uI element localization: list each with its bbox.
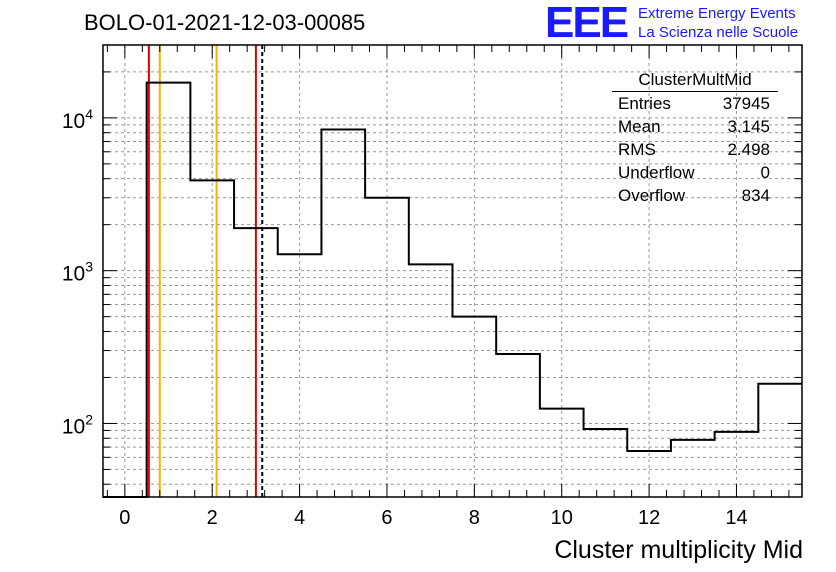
x-tick-label: 14	[725, 507, 747, 529]
stats-value: 37945	[722, 94, 770, 113]
stats-box: ClusterMultMid Entries 37945 Mean 3.145 …	[612, 70, 778, 207]
stats-label: Overflow	[618, 186, 686, 205]
plot-title: BOLO-01-2021-12-03-00085	[84, 10, 366, 35]
stats-row: RMS 2.498	[612, 138, 778, 161]
x-tick-label: 6	[381, 507, 392, 529]
stats-label: RMS	[618, 140, 656, 159]
y-tick-label: 104	[62, 106, 93, 133]
stats-title: ClusterMultMid	[612, 70, 778, 92]
x-axis-label: Cluster multiplicity Mid	[554, 536, 803, 564]
stats-row: Entries 37945	[612, 92, 778, 115]
histogram-outline	[103, 81, 802, 498]
x-tick-label: 0	[119, 507, 130, 529]
stats-label: Mean	[618, 117, 661, 136]
marker-lines	[147, 45, 264, 497]
x-tick-label: 2	[207, 507, 218, 529]
eee-logo: EEE	[545, 0, 629, 47]
stats-label: Entries	[618, 94, 671, 113]
stats-row: Underflow 0	[612, 161, 778, 184]
stats-row: Overflow 834	[612, 184, 778, 207]
x-tick-label: 12	[638, 507, 660, 529]
stats-row: Mean 3.145	[612, 115, 778, 138]
plot-frame	[102, 44, 803, 498]
x-tick-label: 4	[294, 507, 305, 529]
stats-label: Underflow	[618, 163, 695, 182]
x-tick-label: 8	[469, 507, 480, 529]
stats-value: 0	[760, 163, 770, 182]
org-line-1: Extreme Energy Events	[638, 5, 796, 22]
organization-label: Extreme Energy Events La Scienza nelle S…	[638, 4, 798, 42]
stats-value: 3.145	[727, 117, 770, 136]
x-tick-label: 10	[551, 507, 573, 529]
axis-ticks: 0 2 4 6 8 10 12 14 102 103 104	[62, 44, 802, 529]
y-tick-label: 103	[62, 259, 93, 286]
stats-value: 834	[741, 186, 770, 205]
stats-value: 2.498	[727, 140, 770, 159]
y-tick-label: 102	[62, 411, 93, 438]
org-line-2: La Scienza nelle Scuole	[638, 24, 799, 41]
